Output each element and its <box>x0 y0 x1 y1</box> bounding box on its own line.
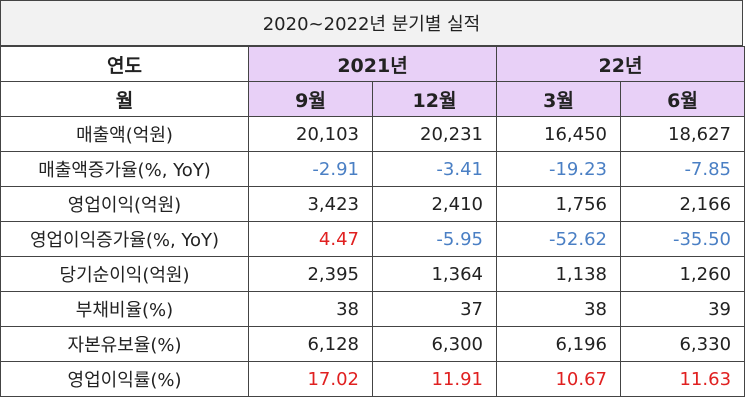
header-month: 3월 <box>496 81 621 117</box>
table-cell: 20,231 <box>372 116 497 152</box>
table-cell: 1,260 <box>619 256 745 292</box>
header-year-label: 연도 <box>0 46 249 82</box>
table-cell: 38 <box>248 291 373 327</box>
table-cell: 18,627 <box>619 116 745 152</box>
table-cell: 10.67 <box>496 361 621 397</box>
table-row: 당기순이익(억원) 2,395 1,364 1,138 1,260 <box>0 256 745 292</box>
table-cell: 11.63 <box>619 361 745 397</box>
table-cell: 2,410 <box>372 186 497 222</box>
table-cell: -52.62 <box>496 221 621 257</box>
table-row: 자본유보율(%) 6,128 6,300 6,196 6,330 <box>0 326 745 362</box>
header-row-year: 연도 2021년 22년 <box>0 46 745 82</box>
table-cell: -5.95 <box>372 221 497 257</box>
table-title: 2020~2022년 분기별 실적 <box>0 0 743 46</box>
header-month: 12월 <box>372 81 497 117</box>
row-label: 영업이익증가율(%, YoY) <box>0 221 249 257</box>
header-row-month: 월 9월 12월 3월 6월 <box>0 81 745 117</box>
table-row: 부채비율(%) 38 37 38 39 <box>0 291 745 327</box>
row-label: 영업이익률(%) <box>0 361 249 397</box>
table-cell: 1,364 <box>372 256 497 292</box>
table-cell: 6,300 <box>372 326 497 362</box>
table-cell: 37 <box>372 291 497 327</box>
header-year-22: 22년 <box>495 46 745 82</box>
row-label: 영업이익(억원) <box>0 186 249 222</box>
table-row: 영업이익증가율(%, YoY) 4.47 -5.95 -52.62 -35.50 <box>0 221 745 257</box>
table-cell: 1,138 <box>496 256 621 292</box>
table-cell: -7.85 <box>619 151 745 187</box>
table-cell: 3,423 <box>248 186 373 222</box>
table-cell: -19.23 <box>496 151 621 187</box>
table-cell: 38 <box>496 291 621 327</box>
table-cell: 1,756 <box>496 186 621 222</box>
table-cell: 17.02 <box>248 361 373 397</box>
row-label: 매출액(억원) <box>0 116 249 152</box>
table-cell: 6,330 <box>619 326 745 362</box>
table-cell: 6,128 <box>248 326 373 362</box>
table-row: 영업이익(억원) 3,423 2,410 1,756 2,166 <box>0 186 745 222</box>
header-month-label: 월 <box>0 81 249 117</box>
table-cell: 4.47 <box>248 221 373 257</box>
table-cell: 2,395 <box>248 256 373 292</box>
table-cell: 11.91 <box>372 361 497 397</box>
table-cell: 2,166 <box>619 186 745 222</box>
quarterly-results-table: 연도 2021년 22년 월 9월 12월 3월 6월 매출액(억원) 20,10… <box>0 46 745 397</box>
table-cell: 6,196 <box>496 326 621 362</box>
table-row: 영업이익률(%) 17.02 11.91 10.67 11.63 <box>0 361 745 397</box>
table-cell: -2.91 <box>248 151 373 187</box>
table-row: 매출액(억원) 20,103 20,231 16,450 18,627 <box>0 116 745 152</box>
table-cell: 20,103 <box>248 116 373 152</box>
row-label: 당기순이익(억원) <box>0 256 249 292</box>
table-cell: -3.41 <box>372 151 497 187</box>
table-row: 매출액증가율(%, YoY) -2.91 -3.41 -19.23 -7.85 <box>0 151 745 187</box>
row-label: 매출액증가율(%, YoY) <box>0 151 249 187</box>
table-cell: -35.50 <box>619 221 745 257</box>
header-year-2021: 2021년 <box>248 46 497 82</box>
header-month: 9월 <box>248 81 373 117</box>
row-label: 자본유보율(%) <box>0 326 249 362</box>
table-cell: 16,450 <box>496 116 621 152</box>
header-month: 6월 <box>619 81 745 117</box>
table-cell: 39 <box>619 291 745 327</box>
row-label: 부채비율(%) <box>0 291 249 327</box>
